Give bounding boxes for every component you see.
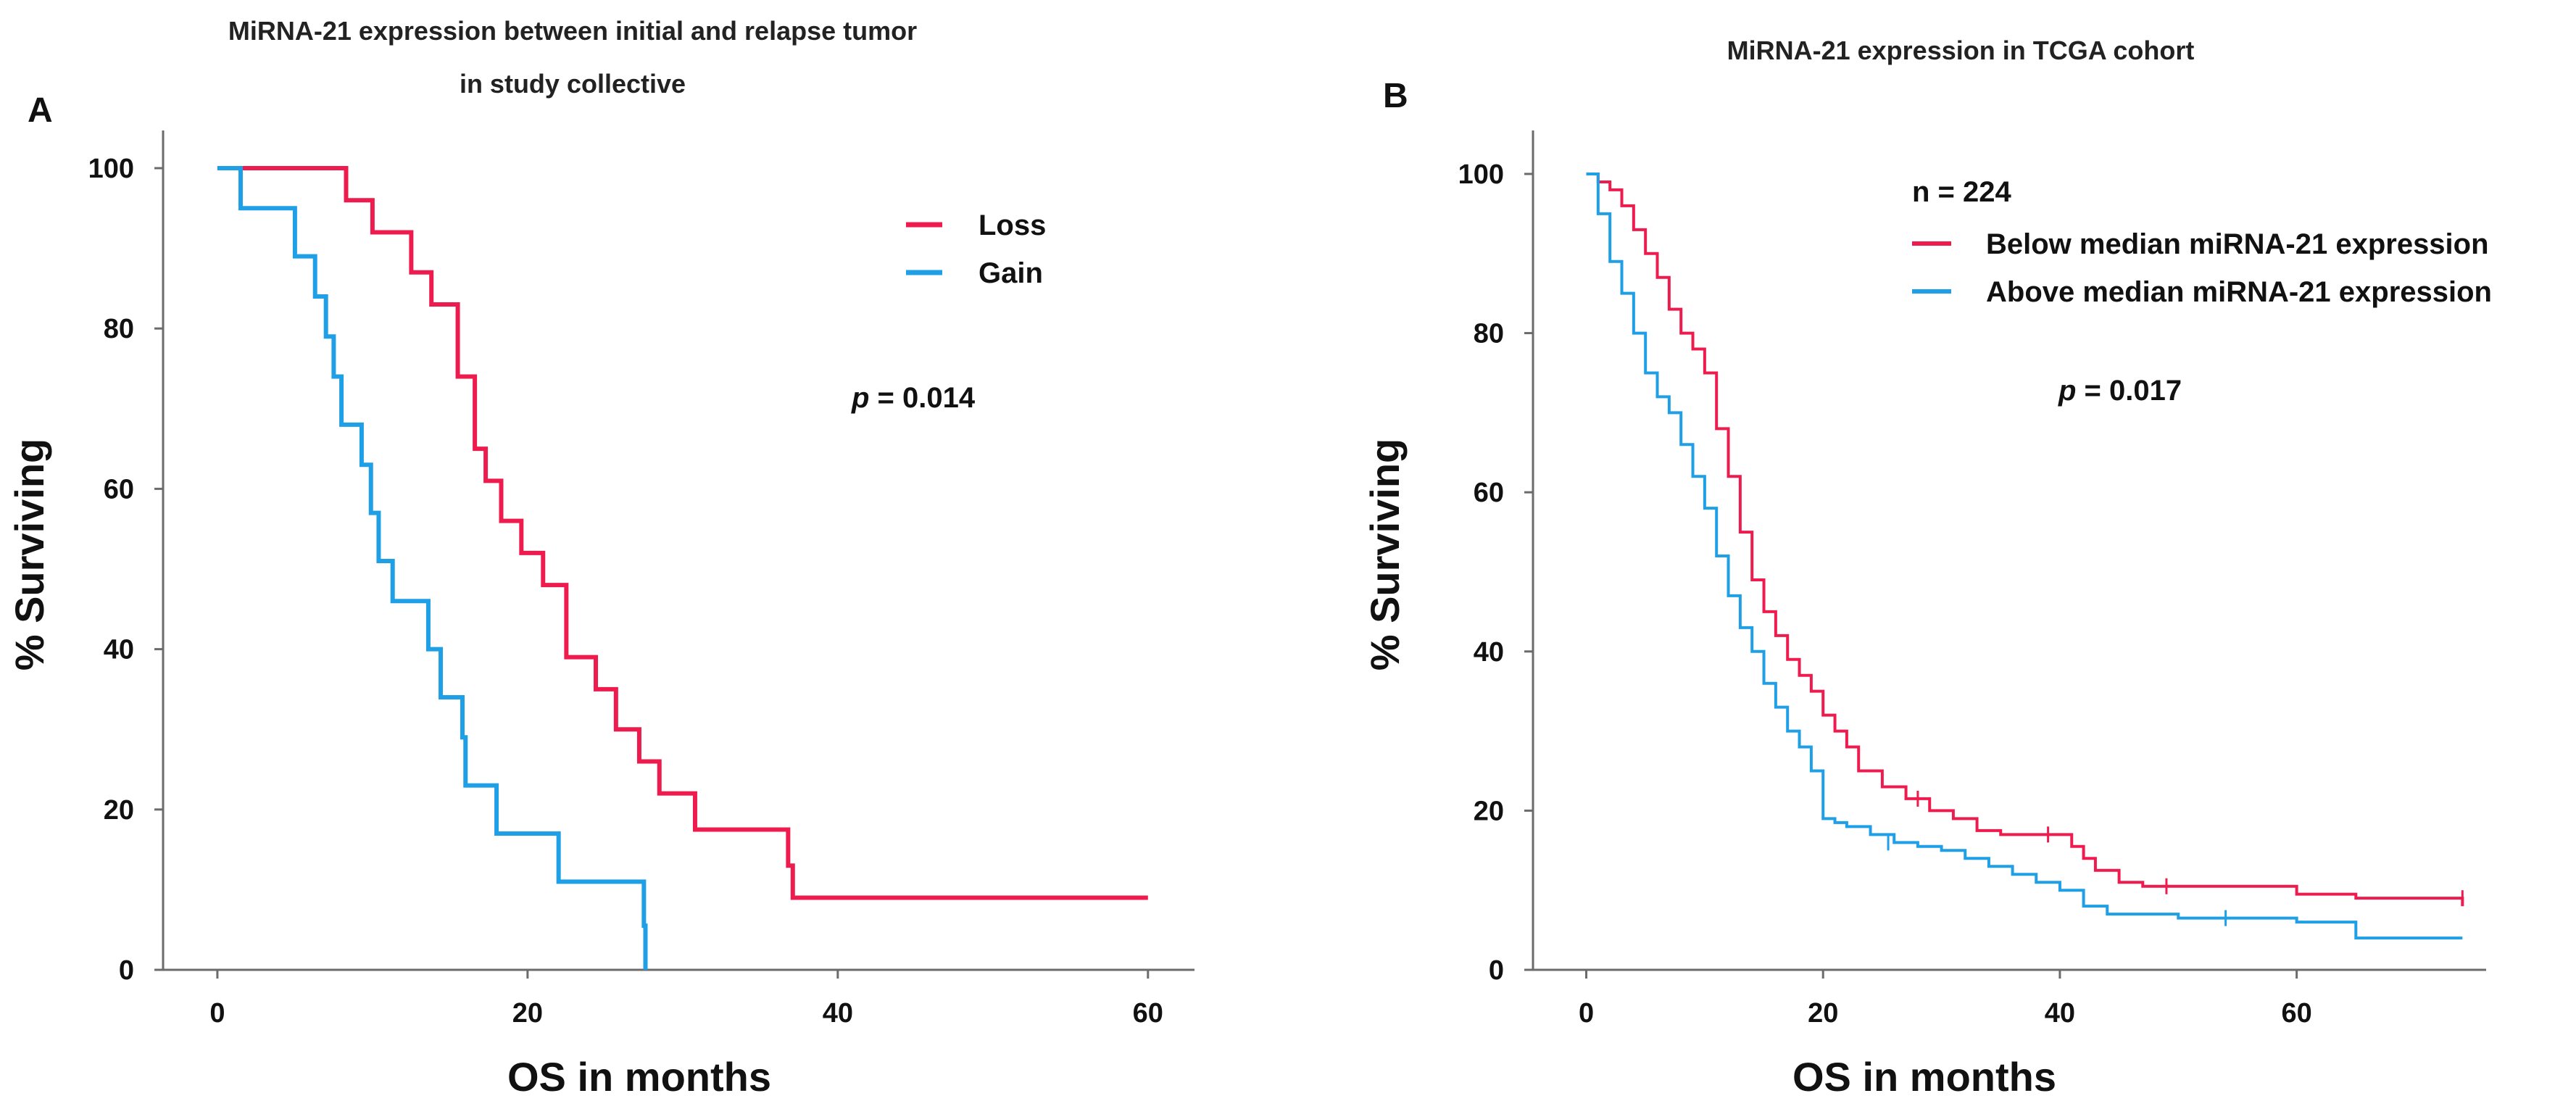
- legend-label-above-median: Above median miRNA-21 expression: [1986, 276, 2492, 308]
- panel-b-y-tick-label: 20: [1474, 796, 1504, 826]
- panel-a-y-tick-label: 20: [104, 795, 134, 826]
- panel-b-survival-chart: B MiRNA-21 expression in TCGA cohort % S…: [1362, 36, 2492, 1100]
- panel-b-y-tick-label: 60: [1474, 478, 1504, 508]
- panel-a-p-symbol: p: [851, 382, 869, 414]
- panel-a-x-tick-label: 60: [1133, 998, 1163, 1029]
- panel-a-label: A: [28, 91, 53, 130]
- panel-b-title: MiRNA-21 expression in TCGA cohort: [1727, 36, 2195, 65]
- panel-a-p-value: p = 0.014: [851, 382, 976, 414]
- panel-a-y-tick-label: 0: [119, 955, 134, 986]
- panel-b-p-symbol: p: [2058, 375, 2076, 407]
- panel-b-x-tick-label: 40: [2045, 998, 2075, 1029]
- panel-a-y-tick-label: 40: [104, 635, 134, 665]
- panel-a-survival-chart: A MiRNA-21 expression between initial an…: [7, 16, 1194, 1100]
- panel-a-title-line-2: in study collective: [460, 69, 686, 99]
- panel-a-y-tick-label: 60: [104, 474, 134, 504]
- panel-a-y-tick-label: 80: [104, 314, 134, 344]
- panel-b-series-line-above-median-mirna-21-expression: [1586, 172, 2463, 940]
- panel-b-y-tick-label: 40: [1474, 637, 1504, 668]
- panel-a-y-axis-label: % Surviving: [7, 439, 52, 671]
- panel-b-series: [1586, 172, 2464, 940]
- panel-a-title-line-1: MiRNA-21 expression between initial and …: [228, 16, 917, 46]
- panel-b-y-tick-label: 80: [1474, 319, 1504, 349]
- panel-a-y-tick-label: 100: [88, 154, 134, 184]
- legend-label-below-median: Below median miRNA-21 expression: [1986, 228, 2489, 260]
- panel-a-x-axis-label: OS in months: [507, 1054, 771, 1100]
- panel-a-x-ticks: 0 20 40 60: [209, 970, 1163, 1029]
- panel-a-x-tick-label: 20: [512, 998, 543, 1029]
- panel-b-p-text: = 0.017: [2076, 375, 2182, 407]
- panel-b-x-axis-label: OS in months: [1792, 1054, 2056, 1100]
- panel-b-series-line-below-median-mirna-21-expression: [1586, 172, 2464, 907]
- panel-b-y-tick-label: 0: [1489, 955, 1504, 986]
- panel-a-series-line-loss: [217, 166, 1148, 900]
- panel-b-x-tick-label: 20: [1808, 998, 1838, 1029]
- panel-a-y-ticks: 0 20 40 60 80 100: [88, 154, 163, 986]
- legend-label-loss: Loss: [979, 209, 1046, 241]
- panel-a-x-tick-label: 0: [209, 998, 225, 1029]
- panel-a-legend: Loss Gain: [906, 209, 1046, 289]
- panel-b-label: B: [1383, 77, 1408, 115]
- legend-label-gain: Gain: [979, 257, 1043, 289]
- panel-a-x-tick-label: 40: [823, 998, 853, 1029]
- panel-b-x-tick-label: 0: [1579, 998, 1594, 1029]
- panel-b-p-value: p = 0.017: [2058, 375, 2182, 407]
- panel-b-y-axis-label: % Surviving: [1362, 439, 1408, 671]
- panel-a-series-line-gain: [217, 166, 648, 970]
- panel-b-x-tick-label: 60: [2281, 998, 2311, 1029]
- panel-b-n-label: n = 224: [1912, 176, 2012, 208]
- panel-a-p-text: = 0.014: [869, 382, 975, 414]
- panel-b-y-ticks: 0 20 40 60 80 100: [1458, 159, 1533, 986]
- panel-b-x-ticks: 0 20 40 60: [1579, 970, 2312, 1029]
- panel-b-y-tick-label: 100: [1458, 159, 1504, 190]
- panel-b-legend: Below median miRNA-21 expression Above m…: [1912, 228, 2492, 308]
- panel-a-series: [217, 166, 1148, 970]
